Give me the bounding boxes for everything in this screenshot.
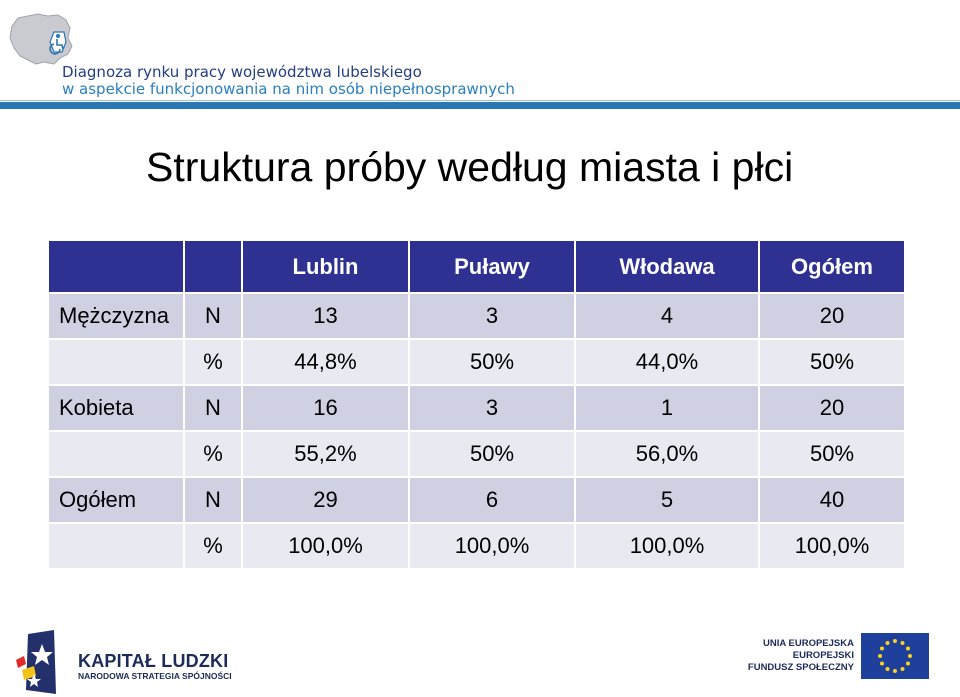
row-label	[49, 431, 185, 478]
kapital-ludzki-subtitle: NARODOWA STRATEGIA SPÓJNOŚCI	[78, 671, 232, 681]
table-cell: 56,0%	[575, 431, 760, 478]
table-cell: 20	[759, 385, 906, 432]
table-cell: 50%	[409, 339, 576, 386]
table-cell: 100,0%	[409, 523, 576, 570]
table-cell: 3	[409, 293, 576, 340]
table-cell: 100,0%	[575, 523, 760, 570]
measure-cell: %	[184, 339, 243, 386]
measure-cell: %	[184, 523, 243, 570]
eu-flag-icon	[861, 633, 929, 679]
table-cell: 100,0%	[242, 523, 410, 570]
page-header: Diagnoza rynku pracy województwa lubelsk…	[0, 0, 960, 110]
kapital-ludzki-logo-icon	[16, 630, 56, 694]
table-cell: 20	[759, 293, 906, 340]
table-cell: 1	[575, 385, 760, 432]
table-cell: 100,0%	[759, 523, 906, 570]
measure-cell: N	[184, 477, 243, 524]
table-cell: 44,0%	[575, 339, 760, 386]
header-title-line2: w aspekcie funkcjonowania na nim osób ni…	[62, 80, 515, 98]
table-row: Kobieta N 16 3 1 20	[49, 385, 906, 432]
row-label: Mężczyzna	[49, 293, 185, 340]
table-cell: 3	[409, 385, 576, 432]
table-header-cell: Puławy	[409, 241, 576, 294]
table-row: % 44,8% 50% 44,0% 50%	[49, 339, 906, 386]
table-cell: 13	[242, 293, 410, 340]
measure-cell: %	[184, 431, 243, 478]
table-header-row: Lublin Puławy Włodawa Ogółem	[49, 241, 906, 294]
row-label: Kobieta	[49, 385, 185, 432]
measure-cell: N	[184, 293, 243, 340]
measure-cell: N	[184, 385, 243, 432]
table-row: Mężczyzna N 13 3 4 20	[49, 293, 906, 340]
table-cell: 5	[575, 477, 760, 524]
table-cell: 44,8%	[242, 339, 410, 386]
data-table: Lublin Puławy Włodawa Ogółem Mężczyzna N…	[49, 241, 906, 570]
header-divider	[0, 102, 960, 109]
table-header-cell: Włodawa	[575, 241, 760, 294]
row-label	[49, 339, 185, 386]
row-label: Ogółem	[49, 477, 185, 524]
header-divider-thin	[0, 100, 960, 101]
table-cell: 40	[759, 477, 906, 524]
table-cell: 50%	[759, 431, 906, 478]
table-row: % 100,0% 100,0% 100,0% 100,0%	[49, 523, 906, 570]
kapital-ludzki-title: KAPITAŁ LUDZKI	[78, 651, 229, 671]
table-header-cell	[184, 241, 243, 294]
table-cell: 16	[242, 385, 410, 432]
table-cell: 29	[242, 477, 410, 524]
table-cell: 6	[409, 477, 576, 524]
page-title: Struktura próby według miasta i płci	[146, 144, 794, 190]
header-title-line1: Diagnoza rynku pracy województwa lubelsk…	[62, 63, 422, 81]
table-row: % 55,2% 50% 56,0% 50%	[49, 431, 906, 478]
table-cell: 50%	[409, 431, 576, 478]
eu-line2: EUROPEJSKI	[792, 650, 854, 661]
row-label	[49, 523, 185, 570]
eu-line1: UNIA EUROPEJSKA	[763, 638, 854, 649]
table-header-cell	[49, 241, 185, 294]
table-cell: 55,2%	[242, 431, 410, 478]
table-cell: 50%	[759, 339, 906, 386]
eu-line3: FUNDUSZ SPOŁECZNY	[747, 662, 854, 673]
table-header-cell: Lublin	[242, 241, 410, 294]
wheelchair-map-icon	[9, 13, 73, 65]
table-header-cell: Ogółem	[759, 241, 906, 294]
eu-fund-label: UNIA EUROPEJSKA EUROPEJSKI FUNDUSZ SPOŁE…	[748, 638, 854, 674]
table-cell: 4	[575, 293, 760, 340]
table-row: Ogółem N 29 6 5 40	[49, 477, 906, 524]
